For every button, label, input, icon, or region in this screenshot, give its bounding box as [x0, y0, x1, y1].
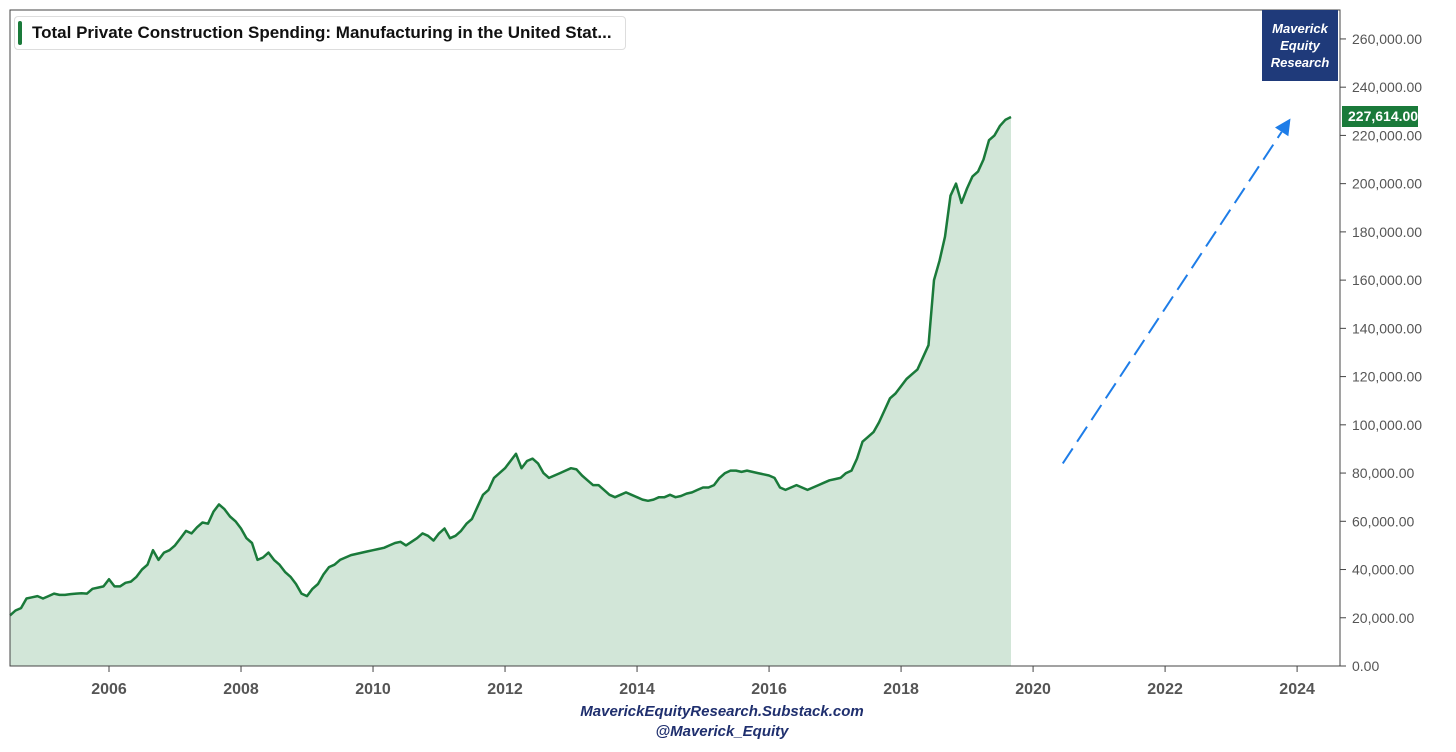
brand-line-1: Maverick	[1272, 21, 1328, 36]
y-tick-label: 180,000.00	[1352, 224, 1422, 240]
legend-swatch	[18, 21, 22, 45]
y-tick-label: 160,000.00	[1352, 272, 1422, 288]
x-tick-label: 2022	[1147, 681, 1183, 698]
x-tick-label: 2012	[487, 681, 523, 698]
x-tick-label: 2020	[1015, 681, 1051, 698]
area-fill	[10, 117, 1011, 666]
footer-website: MaverickEquityResearch.Substack.com	[580, 703, 864, 720]
x-tick-label: 2008	[223, 681, 259, 698]
brand-line-2: Equity	[1280, 38, 1320, 53]
legend: Total Private Construction Spending: Man…	[14, 16, 626, 50]
footer-handle: @Maverick_Equity	[655, 723, 789, 740]
y-tick-label: 60,000.00	[1352, 513, 1414, 529]
chart-title: Total Private Construction Spending: Man…	[32, 23, 612, 42]
y-tick-label: 40,000.00	[1352, 562, 1414, 578]
trend-arrow-line	[1061, 131, 1283, 464]
y-tick-label: 200,000.00	[1352, 176, 1422, 192]
y-tick-label: 100,000.00	[1352, 417, 1422, 433]
y-tick-label: 120,000.00	[1352, 369, 1422, 385]
trend-arrow-head	[1275, 118, 1291, 137]
x-tick-label: 2024	[1279, 681, 1315, 698]
x-tick-label: 2014	[619, 681, 655, 698]
y-tick-label: 20,000.00	[1352, 610, 1414, 626]
y-tick-label: 80,000.00	[1352, 465, 1414, 481]
x-tick-label: 2018	[883, 681, 919, 698]
y-tick-label: 220,000.00	[1352, 127, 1422, 143]
x-tick-label: 2010	[355, 681, 391, 698]
plot-frame	[9, 9, 1341, 667]
series-line	[9, 115, 1012, 617]
y-tick-label: 140,000.00	[1352, 320, 1422, 336]
brand-logo: Maverick Equity Research	[1262, 10, 1338, 81]
x-tick-label: 2006	[91, 681, 127, 698]
x-tick-label: 2016	[751, 681, 787, 698]
y-tick-label: 260,000.00	[1352, 31, 1422, 47]
current-value-tag: 227,614.00	[1342, 106, 1418, 128]
y-tick-label: 240,000.00	[1352, 79, 1422, 95]
brand-line-3: Research	[1270, 55, 1330, 70]
y-tick-label: 0.00	[1352, 658, 1379, 674]
